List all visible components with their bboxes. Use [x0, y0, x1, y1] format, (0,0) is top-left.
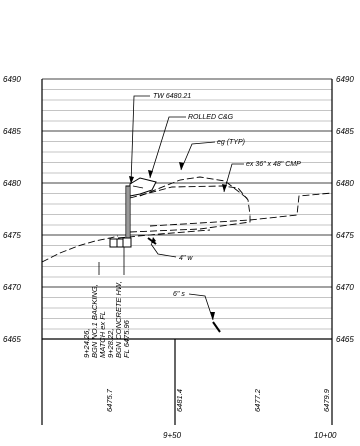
elev-right-6485: 6485 — [336, 127, 354, 136]
leader-arrows — [129, 162, 227, 320]
grade-6475-7: 6475.7 — [105, 388, 114, 412]
note-backing-line3: MATCH ex FL — [98, 311, 107, 358]
grid-major — [42, 78, 332, 288]
elev-left-6475: 6475 — [3, 231, 21, 240]
headwall-inner-lines — [127, 185, 144, 238]
note-headwall-line3: FL 6475.96 — [122, 319, 131, 358]
callout-sewer-line: 6" s — [173, 291, 185, 298]
callout-existing-grade: eg (TYP) — [217, 139, 245, 146]
callout-rolled-curb: ROLLED C&G — [188, 114, 234, 121]
elev-right-6470: 6470 — [336, 283, 354, 292]
callout-top-of-wall: TW 6480.21 — [153, 93, 191, 100]
elev-left-6465: 6465 — [3, 335, 21, 344]
grid-horizontal — [42, 89, 332, 330]
elevation-labels-left: 6490 6485 6480 6475 6470 6465 — [3, 75, 21, 344]
note-backing-line2: BGN NO.1 BACKING, — [90, 284, 99, 358]
note-backing-line1: 9+24.26, — [82, 329, 91, 358]
station-9-50: 9+50 — [163, 431, 182, 440]
culvert-profile — [117, 176, 333, 239]
existing-ground-line — [41, 235, 119, 263]
elev-left-6480: 6480 — [3, 179, 21, 188]
note-headwall-line2: BGN CONCRETE HW, — [114, 281, 123, 358]
grade-6481-4: 6481.4 — [175, 389, 184, 412]
elevation-labels-right: 6490 6485 6480 6475 6470 6465 — [336, 75, 354, 344]
callout-existing-cmp: ex 36" x 48" CMP — [246, 161, 301, 168]
elev-right-6490: 6490 — [336, 75, 354, 84]
elev-right-6480: 6480 — [336, 179, 354, 188]
elev-right-6475: 6475 — [336, 231, 354, 240]
station-note-backing: 9+24.26, BGN NO.1 BACKING, MATCH ex FL — [82, 284, 107, 358]
grade-6477-2: 6477.2 — [253, 388, 262, 412]
grade-6479-9: 6479.9 — [322, 388, 331, 412]
station-note-headwall: 9+28.22, BGN CONCRETE HW, FL 6475.96 — [106, 281, 131, 358]
station-10-00: 10+00 — [314, 431, 337, 440]
elev-right-6465: 6465 — [336, 335, 354, 344]
callout-water-line: 4" w — [179, 255, 193, 262]
leader-lines — [98, 95, 244, 321]
grade-labels: 6475.7 6481.4 6477.2 6479.9 — [105, 388, 331, 412]
note-headwall-line1: 9+28.22, — [106, 329, 115, 358]
elev-left-6470: 6470 — [3, 283, 21, 292]
elev-left-6490: 6490 — [3, 75, 21, 84]
sewer-line-symbol — [212, 321, 221, 333]
sheet-frame — [41, 79, 333, 425]
elev-left-6485: 6485 — [3, 127, 21, 136]
